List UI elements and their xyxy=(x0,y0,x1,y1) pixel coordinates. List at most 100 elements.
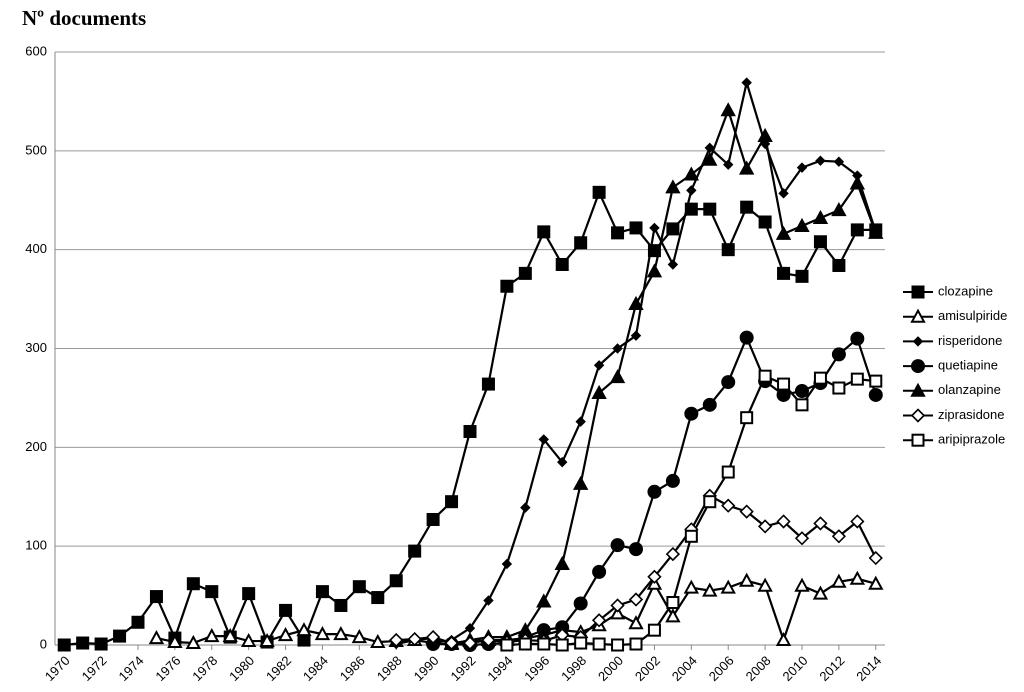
y-tick-label: 300 xyxy=(25,340,47,355)
marker xyxy=(702,582,718,597)
marker xyxy=(721,498,736,513)
y-axis-title: Nº documents xyxy=(22,6,146,30)
marker xyxy=(407,631,422,647)
marker xyxy=(149,590,163,604)
marker xyxy=(628,295,644,311)
marker xyxy=(501,558,513,570)
marker xyxy=(720,102,736,117)
marker xyxy=(574,636,588,650)
marker xyxy=(333,626,349,641)
marker xyxy=(647,244,661,258)
marker xyxy=(462,635,478,651)
marker xyxy=(739,330,754,345)
marker xyxy=(646,263,663,278)
marker xyxy=(259,632,275,648)
marker xyxy=(518,637,532,651)
marker xyxy=(94,637,108,651)
marker xyxy=(520,502,531,513)
y-tick-label: 0 xyxy=(40,636,47,651)
marker xyxy=(686,185,697,196)
marker xyxy=(683,166,700,181)
y-tick-label: 100 xyxy=(25,538,47,553)
marker xyxy=(647,623,661,637)
marker xyxy=(592,185,606,199)
marker xyxy=(850,372,864,386)
marker xyxy=(572,475,589,490)
y-tick-label: 500 xyxy=(25,142,47,157)
marker xyxy=(537,637,551,651)
marker xyxy=(910,408,926,423)
marker xyxy=(683,579,700,594)
marker xyxy=(591,384,607,399)
marker xyxy=(740,200,754,214)
marker xyxy=(611,638,625,652)
marker xyxy=(684,529,698,543)
marker xyxy=(665,473,680,488)
y-tick-label: 400 xyxy=(25,241,47,256)
marker xyxy=(777,377,791,391)
marker xyxy=(758,369,772,383)
legend-label: clozapine xyxy=(938,283,993,298)
marker xyxy=(813,516,828,531)
marker xyxy=(555,638,569,652)
marker xyxy=(775,631,792,647)
marker xyxy=(186,577,200,591)
marker xyxy=(911,285,925,299)
marker xyxy=(351,629,368,644)
marker xyxy=(721,465,735,479)
y-tick-label: 600 xyxy=(25,43,47,58)
marker xyxy=(609,605,626,620)
marker xyxy=(555,257,569,271)
marker xyxy=(426,512,440,526)
legend-label: amisulpiride xyxy=(938,308,1007,323)
marker xyxy=(757,577,773,592)
marker xyxy=(481,632,496,648)
marker xyxy=(113,629,127,643)
marker xyxy=(609,369,626,384)
marker xyxy=(776,387,791,402)
marker xyxy=(500,638,514,652)
marker xyxy=(832,381,846,395)
marker xyxy=(574,236,588,250)
marker xyxy=(910,382,926,397)
marker xyxy=(868,224,884,239)
marker xyxy=(296,622,312,637)
marker xyxy=(868,387,883,402)
marker xyxy=(758,215,772,229)
legend-label: olanzapine xyxy=(938,382,1001,397)
marker xyxy=(554,555,570,570)
marker xyxy=(868,575,884,590)
marker xyxy=(702,151,718,166)
marker xyxy=(444,635,459,651)
marker xyxy=(869,374,883,388)
marker xyxy=(741,77,752,88)
marker xyxy=(738,572,755,587)
marker xyxy=(518,266,532,280)
marker xyxy=(370,633,386,649)
marker xyxy=(483,595,494,606)
marker xyxy=(775,225,792,240)
marker xyxy=(573,596,588,611)
marker xyxy=(389,632,404,648)
marker xyxy=(794,217,810,232)
marker xyxy=(277,627,294,642)
marker xyxy=(831,529,847,544)
marker xyxy=(610,598,625,613)
marker xyxy=(315,585,329,599)
marker xyxy=(131,615,145,629)
marker xyxy=(796,162,808,173)
marker xyxy=(740,411,754,425)
marker xyxy=(481,377,495,391)
marker xyxy=(684,406,699,421)
marker xyxy=(371,591,385,605)
marker xyxy=(778,188,789,199)
marker xyxy=(666,222,680,236)
marker xyxy=(500,279,514,293)
marker xyxy=(279,603,293,617)
marker xyxy=(242,587,256,601)
marker xyxy=(812,209,829,225)
marker xyxy=(721,375,736,390)
marker xyxy=(222,628,238,643)
marker xyxy=(720,579,736,594)
